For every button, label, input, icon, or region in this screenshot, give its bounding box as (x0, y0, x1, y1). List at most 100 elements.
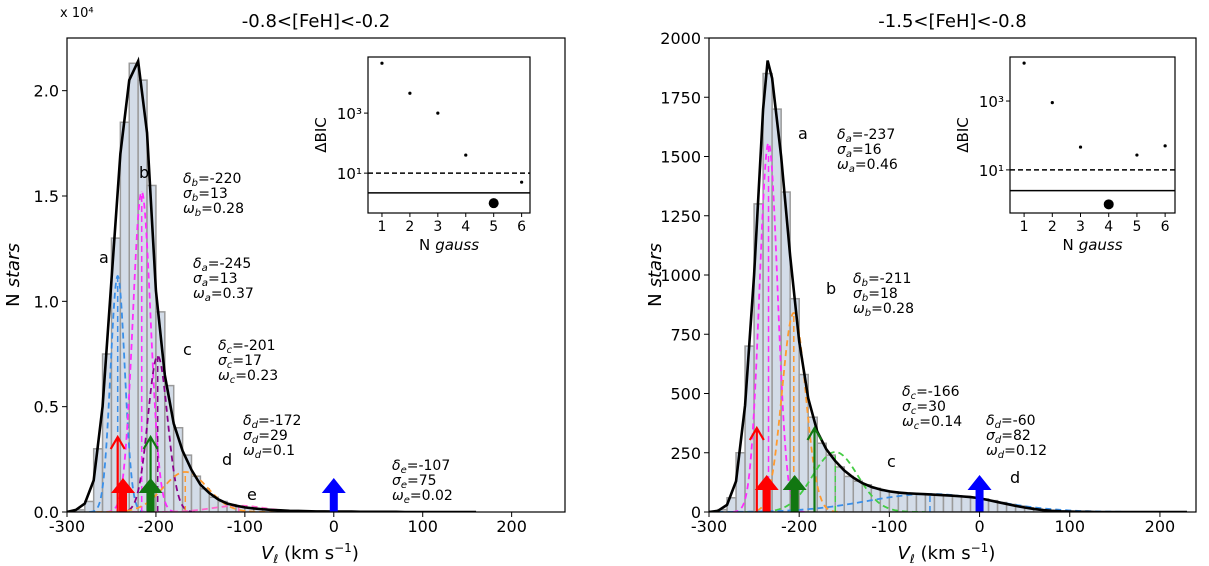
y-tick-label: 1.5 (34, 187, 59, 206)
x-axis-label-part: −1 (334, 541, 352, 555)
x-tick-label: 1 (1020, 219, 1029, 235)
x-axis-label-part: ℓ (272, 552, 278, 566)
param-subscript: d (998, 450, 1005, 461)
x-tick-label: 4 (1104, 219, 1113, 235)
x-tick-label: 100 (1054, 517, 1085, 536)
x-axis-label-part: V (898, 543, 912, 564)
param-value: =-166 (916, 384, 960, 400)
component-param: δd=-60 (986, 413, 1036, 431)
x-tick-label: -200 (781, 517, 817, 536)
x-tick-label: 2 (405, 219, 414, 235)
y-tick-label: 750 (670, 325, 701, 344)
point (1050, 101, 1054, 105)
param-value: =0.28 (201, 201, 244, 217)
arrow (782, 475, 807, 512)
param-symbol: ω (392, 488, 404, 504)
y-tick-label: 500 (670, 385, 701, 404)
y-tick-label: 2000 (660, 29, 701, 48)
chart-title: -0.8<[FeH]<-0.2 (242, 11, 390, 32)
component-param: δd=-172 (243, 413, 301, 431)
param-subscript: b (195, 208, 201, 219)
param-subscript: e (401, 480, 407, 491)
y-axis-label-part: stars (3, 243, 24, 287)
histogram-bar (861, 483, 873, 512)
param-subscript: d (255, 450, 262, 461)
param-value: =0.28 (871, 301, 914, 317)
arrow (967, 475, 992, 512)
component-param: ωe=0.02 (392, 488, 453, 506)
x-tick-label: 200 (496, 517, 527, 536)
component-param: σc=17 (218, 353, 262, 371)
x-tick-label: 1 (378, 219, 387, 235)
component-curve (746, 311, 841, 512)
histogram-bar (762, 72, 773, 512)
param-symbol: ω (837, 157, 849, 173)
y-tick-label: 1250 (660, 207, 701, 226)
point (1022, 61, 1026, 65)
component-letter: d (1010, 468, 1020, 487)
component-param: δa=-237 (837, 127, 895, 145)
param-subscript: a (846, 134, 852, 145)
component-param: ωc=0.14 (902, 414, 962, 432)
param-value: =-245 (208, 256, 252, 272)
component-letter: a (798, 124, 808, 143)
component-param: σe=75 (392, 473, 437, 491)
param-symbol: σ (392, 473, 402, 489)
x-tick-label: 2 (1048, 219, 1057, 235)
component-param: ωc=0.23 (218, 368, 278, 386)
param-symbol: δ (853, 271, 862, 287)
inset-frame (1009, 56, 1176, 214)
point (380, 61, 384, 65)
x-tick-label: -200 (138, 517, 174, 536)
component-param: δe=-107 (392, 458, 450, 476)
param-symbol: δ (902, 384, 911, 400)
param-value: =13 (198, 186, 228, 202)
histogram-bar (933, 493, 945, 512)
y-tick-label: 2.0 (34, 82, 59, 101)
param-subscript: e (401, 465, 407, 476)
y-axis-label: ΔBIC (954, 117, 972, 152)
y-tick-label: 0.0 (34, 503, 59, 522)
point (408, 91, 412, 95)
param-value: =82 (1001, 428, 1031, 444)
arrow (754, 475, 779, 512)
param-value: =0.1 (261, 443, 295, 459)
param-subscript: d (995, 420, 1002, 431)
component-curve (106, 190, 178, 512)
param-value: =0.14 (919, 414, 962, 430)
fit-curve (67, 56, 477, 512)
point (436, 111, 440, 115)
y-tick-label: 1000 (660, 266, 701, 285)
inset: 1 2 3 4 5 6 10¹ 10³ N gauss ΔBIC (312, 56, 531, 254)
param-subscript: d (252, 420, 259, 431)
component-param: ωa=0.37 (193, 286, 254, 304)
param-value: =-237 (852, 127, 896, 143)
y-axis-label-part: N (645, 293, 666, 306)
y-tick-label: 0 (691, 503, 701, 522)
arrow (806, 425, 823, 512)
histogram-bar (888, 491, 900, 512)
y-tick-label: 1750 (660, 88, 701, 107)
x-tick-label: 100 (407, 517, 438, 536)
component-param: ωa=0.46 (837, 157, 898, 175)
x-axis-label-part: (km s (915, 543, 971, 564)
param-symbol: σ (902, 399, 912, 415)
component-param: σc=30 (902, 399, 946, 417)
histogram-bar (960, 495, 972, 512)
param-subscript: a (202, 263, 208, 274)
histogram-bar (816, 442, 827, 512)
param-subscript: c (227, 345, 233, 356)
y-axis-label: Nstars (3, 243, 24, 307)
x-axis-label-part: ℓ (909, 552, 915, 566)
component-param: δc=-201 (218, 338, 276, 356)
param-value: =29 (258, 428, 288, 444)
component-param: δc=-166 (902, 384, 960, 402)
param-symbol: σ (218, 353, 228, 369)
x-tick-label: 4 (461, 219, 470, 235)
offset-label: x 10⁴ (60, 6, 94, 21)
component-curve (96, 471, 275, 512)
param-symbol: δ (986, 413, 995, 429)
